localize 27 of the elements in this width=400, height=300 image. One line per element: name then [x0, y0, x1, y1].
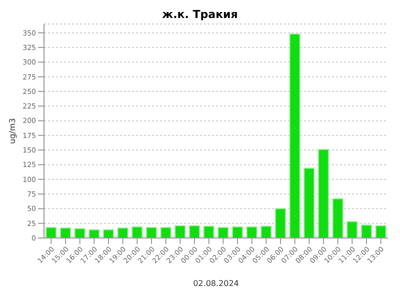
bar: [146, 226, 157, 238]
bar: [117, 228, 128, 238]
bar: [332, 198, 344, 238]
chart-title: ж.к. Тракия: [161, 8, 239, 22]
bar: [46, 226, 57, 238]
bar: [102, 229, 114, 238]
bar: [375, 225, 386, 238]
bar: [246, 226, 258, 238]
bar: [360, 224, 372, 238]
bar: [318, 148, 329, 238]
bar: [218, 226, 229, 238]
bar: [274, 208, 286, 238]
y-axis-title: ug/m3: [8, 118, 17, 144]
bar: [346, 221, 358, 238]
bar: [88, 229, 100, 238]
bar: [74, 228, 86, 238]
bar: [160, 226, 172, 238]
bar: [289, 33, 300, 238]
bar: [60, 228, 71, 238]
bar: [174, 225, 186, 238]
bar: [132, 226, 143, 238]
bar: [203, 226, 214, 238]
bar: [260, 226, 272, 238]
bar: [188, 225, 200, 238]
bar: [304, 168, 315, 238]
bar: [232, 226, 243, 238]
x-axis-title: 02.08.2024: [193, 279, 239, 288]
